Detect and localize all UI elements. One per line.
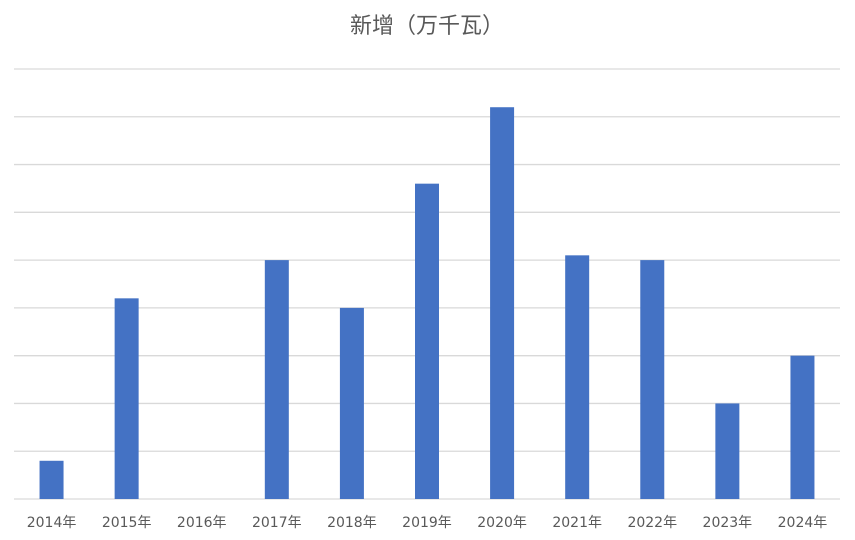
x-tick-label: 2019年 [402, 515, 452, 531]
x-tick-label: 2014年 [27, 515, 77, 531]
bar [565, 255, 590, 499]
chart-title: 新增（万千瓦） [350, 14, 504, 39]
bar [264, 260, 289, 499]
x-tick-label: 2020年 [477, 515, 527, 531]
bar [790, 355, 815, 499]
x-tick-label: 2017年 [252, 515, 302, 531]
x-tick-label: 2015年 [102, 515, 152, 531]
bar [715, 403, 740, 499]
x-tick-label: 2018年 [327, 515, 377, 531]
bar [415, 183, 439, 499]
bar [339, 307, 364, 499]
x-tick-label: 2021年 [552, 515, 602, 531]
x-tick-label: 2024年 [778, 515, 828, 531]
x-tick-label: 2022年 [627, 515, 677, 531]
bar [490, 107, 515, 499]
x-tick-label: 2016年 [177, 515, 227, 531]
bar [640, 260, 665, 499]
bar [114, 298, 139, 499]
x-tick-label: 2023年 [703, 515, 753, 531]
bar [39, 460, 64, 499]
